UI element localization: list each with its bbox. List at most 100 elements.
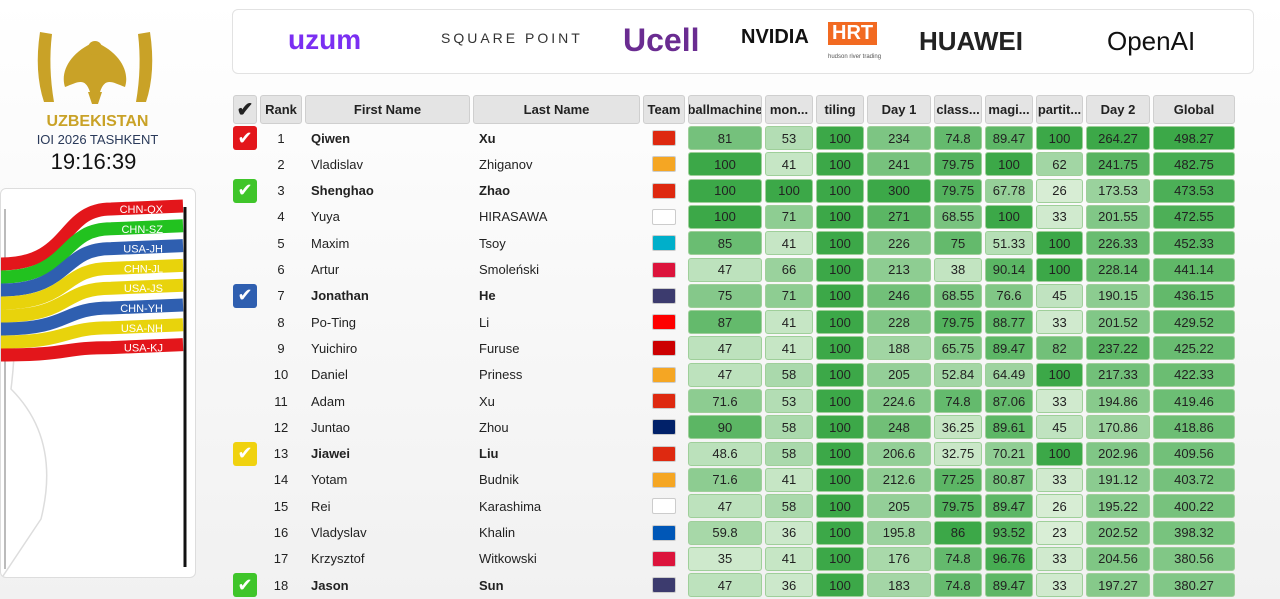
team-flag — [652, 208, 676, 225]
score-cell: 47 — [688, 494, 762, 519]
column-header: partit... — [1036, 95, 1083, 124]
score-cell: 206.6 — [867, 441, 931, 466]
score-cell: 100 — [816, 310, 864, 335]
score-cell: 79.75 — [934, 152, 982, 177]
score-cell: 100 — [1036, 231, 1083, 256]
score-cell: 70.21 — [985, 441, 1033, 466]
score-cell: 498.27 — [1153, 126, 1235, 150]
leader-band — [1, 199, 184, 271]
column-header: class... — [934, 95, 982, 124]
last-name: Liu — [479, 446, 499, 462]
score-cell: 100 — [816, 204, 864, 229]
leader-graph: CHN-QX CHN-SZ USA-JH CHN-JL USA-JS CHN-YH USA-… — [0, 188, 196, 578]
score-cell: 68.55 — [934, 204, 982, 229]
checkbox[interactable]: ✔ — [233, 283, 257, 308]
score-cell: 64.49 — [985, 362, 1033, 387]
score-cell: 100 — [1036, 441, 1083, 466]
score-cell: 212.6 — [867, 467, 931, 492]
first-name: Juntao — [311, 419, 351, 435]
score-cell: 79.75 — [934, 178, 982, 203]
score-cell: 59.8 — [688, 520, 762, 545]
score-cell: 90 — [688, 415, 762, 440]
column-header: magi... — [985, 95, 1033, 124]
score-cell: 201.52 — [1086, 310, 1150, 335]
score-cell: 100 — [816, 362, 864, 387]
score-cell: 33 — [1036, 573, 1083, 598]
rank: 18 — [273, 577, 289, 593]
score-cell: 62 — [1036, 152, 1083, 177]
sponsor-logo: HRT — [828, 22, 878, 45]
leader-band — [1, 258, 184, 310]
checkbox[interactable]: ✔ — [233, 178, 257, 203]
score-cell: 82 — [1036, 336, 1083, 361]
first-name: Daniel — [311, 367, 348, 383]
score-cell: 65.75 — [934, 336, 982, 361]
team-flag — [652, 550, 676, 567]
checkbox[interactable]: ✔ — [233, 126, 257, 150]
score-cell: 89.61 — [985, 415, 1033, 440]
rank: 9 — [277, 340, 285, 356]
score-cell: 89.47 — [985, 573, 1033, 598]
score-cell: 473.53 — [1153, 178, 1235, 203]
score-cell: 100 — [816, 494, 864, 519]
score-cell: 47 — [688, 336, 762, 361]
team-flag — [652, 235, 676, 252]
score-cell: 96.76 — [985, 546, 1033, 571]
score-cell: 226.33 — [1086, 231, 1150, 256]
score-cell: 100 — [816, 389, 864, 413]
sponsor-bar: uzum SQUARE POINT Ucell NVIDIA HRT hudson riv… — [232, 9, 1254, 74]
score-cell: 88.77 — [985, 310, 1033, 335]
score-cell: 246 — [867, 283, 931, 308]
checkbox[interactable]: ✔ — [233, 441, 257, 466]
score-cell: 76.6 — [985, 283, 1033, 308]
score-cell: 66 — [765, 257, 813, 282]
leader-label: CHN-YH — [120, 303, 163, 315]
score-cell: 100 — [816, 257, 864, 282]
checkbox[interactable]: ✔ — [233, 573, 257, 598]
last-name: Zhao — [479, 183, 511, 199]
leader-band — [1, 338, 184, 362]
score-cell: 77.25 — [934, 467, 982, 492]
score-cell: 87 — [688, 310, 762, 335]
leader-band — [1, 318, 184, 349]
team-flag — [652, 182, 676, 199]
sponsor-logo: uzum — [288, 24, 362, 55]
score-cell: 205 — [867, 362, 931, 387]
rank: 14 — [273, 472, 289, 488]
first-name: Yotam — [311, 472, 348, 488]
score-cell: 52.84 — [934, 362, 982, 387]
score-cell: 89.47 — [985, 336, 1033, 361]
score-cell: 183 — [867, 573, 931, 598]
score-cell: 300 — [867, 178, 931, 203]
score-cell: 403.72 — [1153, 467, 1235, 492]
column-header: First Name — [305, 95, 470, 124]
score-cell: 217.33 — [1086, 362, 1150, 387]
rank: 2 — [277, 156, 285, 172]
last-name: Khalin — [479, 525, 516, 540]
score-cell: 419.46 — [1153, 389, 1235, 413]
score-cell: 271 — [867, 204, 931, 229]
score-cell: 53 — [765, 389, 813, 413]
country: UZBEKISTAN — [46, 113, 149, 130]
score-cell: 89.47 — [985, 126, 1033, 150]
score-cell: 170.86 — [1086, 415, 1150, 440]
score-cell: 58 — [765, 494, 813, 519]
first-name: Maxim — [311, 235, 350, 251]
score-cell: 100 — [688, 204, 762, 229]
team-flag — [652, 366, 676, 383]
score-cell: 47 — [688, 362, 762, 387]
score-cell: 33 — [1036, 546, 1083, 571]
score-cell: 441.14 — [1153, 257, 1235, 282]
score-cell: 100 — [816, 178, 864, 203]
score-cell: 195.8 — [867, 520, 931, 545]
score-cell: 74.8 — [934, 546, 982, 571]
leader-label: CHN-SZ — [121, 224, 163, 236]
last-name: Xu — [479, 393, 495, 409]
score-cell: 89.47 — [985, 494, 1033, 519]
first-name: Po-Ting — [311, 314, 357, 330]
score-cell: 237.22 — [1086, 336, 1150, 361]
first-name: Krzysztof — [311, 551, 365, 567]
score-cell: 58 — [765, 441, 813, 466]
score-cell: 205 — [867, 494, 931, 519]
